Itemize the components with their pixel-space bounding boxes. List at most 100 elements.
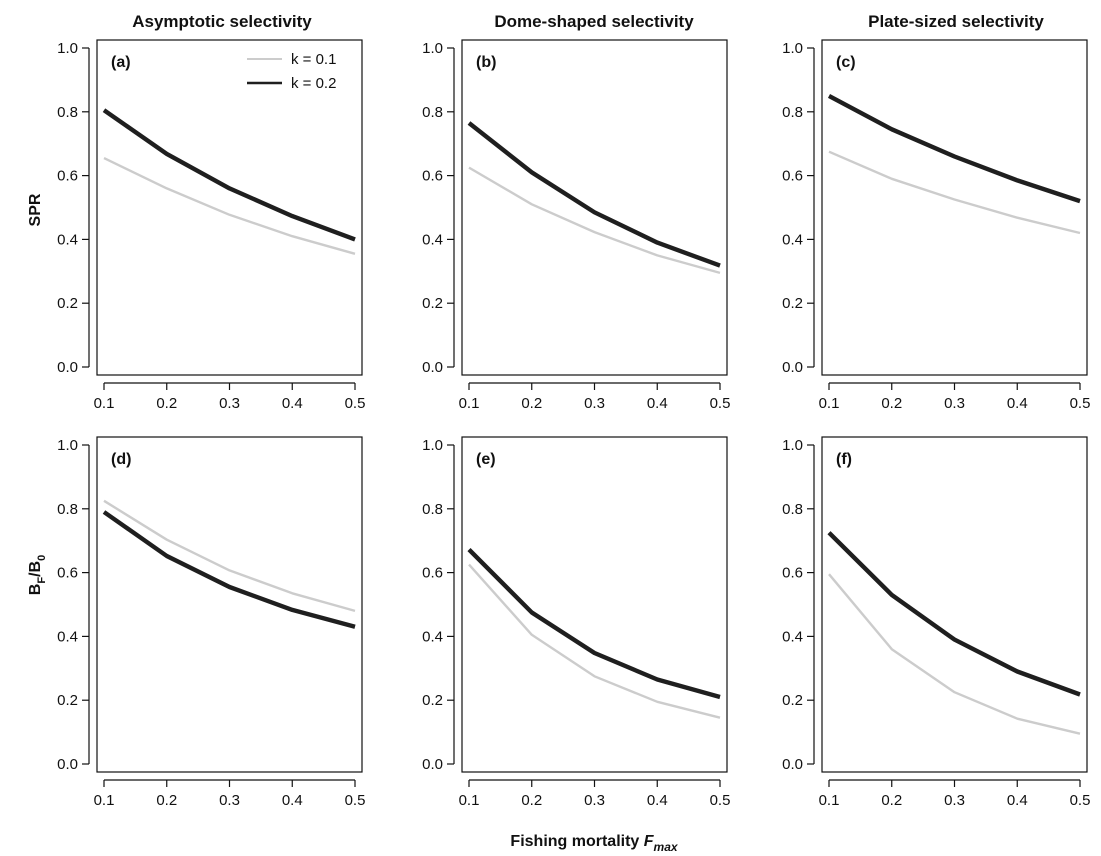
x-tick-label-e-3: 0.4 [647, 792, 668, 809]
y-tick-label-b-2: 0.4 [422, 231, 443, 248]
plot-frame-f [821, 436, 1088, 773]
x-tick-label-a-3: 0.4 [282, 395, 303, 412]
x-tick-label-a-2: 0.3 [219, 395, 240, 412]
y-tick-label-a-4: 0.8 [57, 104, 78, 121]
y-tick-label-d-3: 0.6 [57, 565, 78, 582]
y-tick-label-b-4: 0.8 [422, 104, 443, 121]
column-title-dome-shaped: Dome-shaped selectivity [494, 12, 694, 31]
x-tick-label-e-1: 0.2 [521, 792, 542, 809]
y-tick-label-f-1: 0.2 [782, 692, 803, 709]
plot-frame-e [461, 436, 728, 773]
x-tick-label-e-0: 0.1 [459, 792, 480, 809]
x-tick-label-f-2: 0.3 [944, 792, 965, 809]
panel-label-c: (c) [836, 54, 856, 71]
y-tick-label-c-2: 0.4 [782, 231, 803, 248]
row-label-sub-0: 0 [36, 555, 48, 561]
y-tick-label-b-3: 0.6 [422, 168, 443, 185]
panel-a: 0.0 0.2 0.4 0.6 0.8 1.0 0.1 0.2 0.3 0.4 0.5 (a) k = … [57, 39, 366, 412]
x-tick-label-e-4: 0.5 [710, 792, 731, 809]
row-label-b: B [27, 584, 44, 596]
plot-frame-a [96, 39, 363, 376]
column-titles: Asymptotic selectivity Dome-shaped selec… [132, 12, 1044, 31]
series-line-f-k01 [828, 573, 1081, 735]
y-tick-label-e-2: 0.4 [422, 628, 443, 645]
y-tick-label-e-4: 0.8 [422, 501, 443, 518]
x-tick-label-f-4: 0.5 [1070, 792, 1091, 809]
series-line-d-k01 [103, 499, 356, 613]
x-tick-label-b-2: 0.3 [584, 395, 605, 412]
x-tick-label-b-3: 0.4 [647, 395, 668, 412]
y-tick-label-b-5: 1.0 [422, 40, 443, 57]
row-label-bf-b0: BF/B0 [27, 555, 48, 595]
y-tick-label-b-0: 0.0 [422, 359, 443, 376]
y-tick-label-c-4: 0.8 [782, 104, 803, 121]
y-tick-label-a-3: 0.6 [57, 168, 78, 185]
column-title-asymptotic: Asymptotic selectivity [132, 12, 312, 31]
y-tick-label-f-5: 1.0 [782, 437, 803, 454]
x-axis-title-text: Fishing mortality [510, 833, 643, 850]
column-title-plate-sized: Plate-sized selectivity [868, 12, 1044, 31]
y-tick-label-d-2: 0.4 [57, 628, 78, 645]
x-tick-label-d-4: 0.5 [345, 792, 366, 809]
y-tick-label-b-1: 0.2 [422, 295, 443, 312]
legend-label-k02: k = 0.2 [291, 75, 336, 92]
y-tick-label-d-0: 0.0 [57, 756, 78, 773]
x-axis-title: Fishing mortality Fmax [510, 833, 678, 854]
x-tick-label-f-0: 0.1 [819, 792, 840, 809]
y-tick-label-e-5: 1.0 [422, 437, 443, 454]
y-tick-label-d-5: 1.0 [57, 437, 78, 454]
x-tick-label-f-3: 0.4 [1007, 792, 1028, 809]
y-tick-label-f-2: 0.4 [782, 628, 803, 645]
y-tick-label-a-0: 0.0 [57, 359, 78, 376]
x-tick-label-b-0: 0.1 [459, 395, 480, 412]
x-axis-title-sub: max [654, 840, 679, 854]
y-tick-label-f-4: 0.8 [782, 501, 803, 518]
y-tick-label-e-1: 0.2 [422, 692, 443, 709]
x-tick-label-d-0: 0.1 [94, 792, 115, 809]
panel-label-f: (f) [836, 451, 852, 468]
series-line-e-k02 [467, 548, 721, 700]
x-tick-label-d-1: 0.2 [156, 792, 177, 809]
y-tick-label-d-4: 0.8 [57, 501, 78, 518]
y-tick-label-f-3: 0.6 [782, 565, 803, 582]
series-line-f-k02 [827, 531, 1081, 697]
y-tick-label-c-1: 0.2 [782, 295, 803, 312]
x-tick-label-c-0: 0.1 [819, 395, 840, 412]
y-tick-label-f-0: 0.0 [782, 756, 803, 773]
y-tick-label-a-1: 0.2 [57, 295, 78, 312]
panel-label-b: (b) [476, 54, 496, 71]
series-line-c-k01 [828, 150, 1081, 235]
x-tick-label-b-4: 0.5 [710, 395, 731, 412]
panel-d: 0.0 0.2 0.4 0.6 0.8 1.0 0.1 0.2 0.3 0.4 0.5 (d) [57, 436, 366, 809]
x-tick-label-d-3: 0.4 [282, 792, 303, 809]
x-tick-label-d-2: 0.3 [219, 792, 240, 809]
x-tick-label-c-1: 0.2 [881, 395, 902, 412]
series-line-a-k01 [103, 157, 356, 255]
series-line-c-k02 [827, 93, 1081, 204]
legend-label-k01: k = 0.1 [291, 51, 336, 68]
x-tick-label-a-1: 0.2 [156, 395, 177, 412]
x-tick-label-a-4: 0.5 [345, 395, 366, 412]
row-label-slash-b: /B [27, 561, 44, 577]
y-tick-label-d-1: 0.2 [57, 692, 78, 709]
series-line-a-k02 [102, 108, 356, 242]
panel-c: 0.0 0.2 0.4 0.6 0.8 1.0 0.1 0.2 0.3 0.4 0.5 (c) [782, 39, 1091, 412]
panel-e: 0.0 0.2 0.4 0.6 0.8 1.0 0.1 0.2 0.3 0.4 0.5 (e) [422, 436, 731, 809]
y-tick-label-c-3: 0.6 [782, 168, 803, 185]
panels: 0.0 0.2 0.4 0.6 0.8 1.0 0.1 0.2 0.3 0.4 0.5 (a) k = … [57, 39, 1091, 809]
x-tick-label-c-3: 0.4 [1007, 395, 1028, 412]
panel-label-e: (e) [476, 451, 496, 468]
panel-b: 0.0 0.2 0.4 0.6 0.8 1.0 0.1 0.2 0.3 0.4 0.5 (b) [422, 39, 731, 412]
series-line-e-k01 [468, 563, 721, 719]
panel-f: 0.0 0.2 0.4 0.6 0.8 1.0 0.1 0.2 0.3 0.4 0.5 (f) [782, 436, 1091, 809]
plot-frame-d [96, 436, 363, 773]
series-line-b-k02 [467, 121, 721, 268]
series-line-b-k01 [468, 166, 721, 275]
x-tick-label-f-1: 0.2 [881, 792, 902, 809]
panel-label-d: (d) [111, 451, 131, 468]
x-tick-label-c-2: 0.3 [944, 395, 965, 412]
legend: k = 0.1 k = 0.2 [247, 51, 336, 92]
x-tick-label-c-4: 0.5 [1070, 395, 1091, 412]
y-tick-label-a-5: 1.0 [57, 40, 78, 57]
plot-frame-c [821, 39, 1088, 376]
